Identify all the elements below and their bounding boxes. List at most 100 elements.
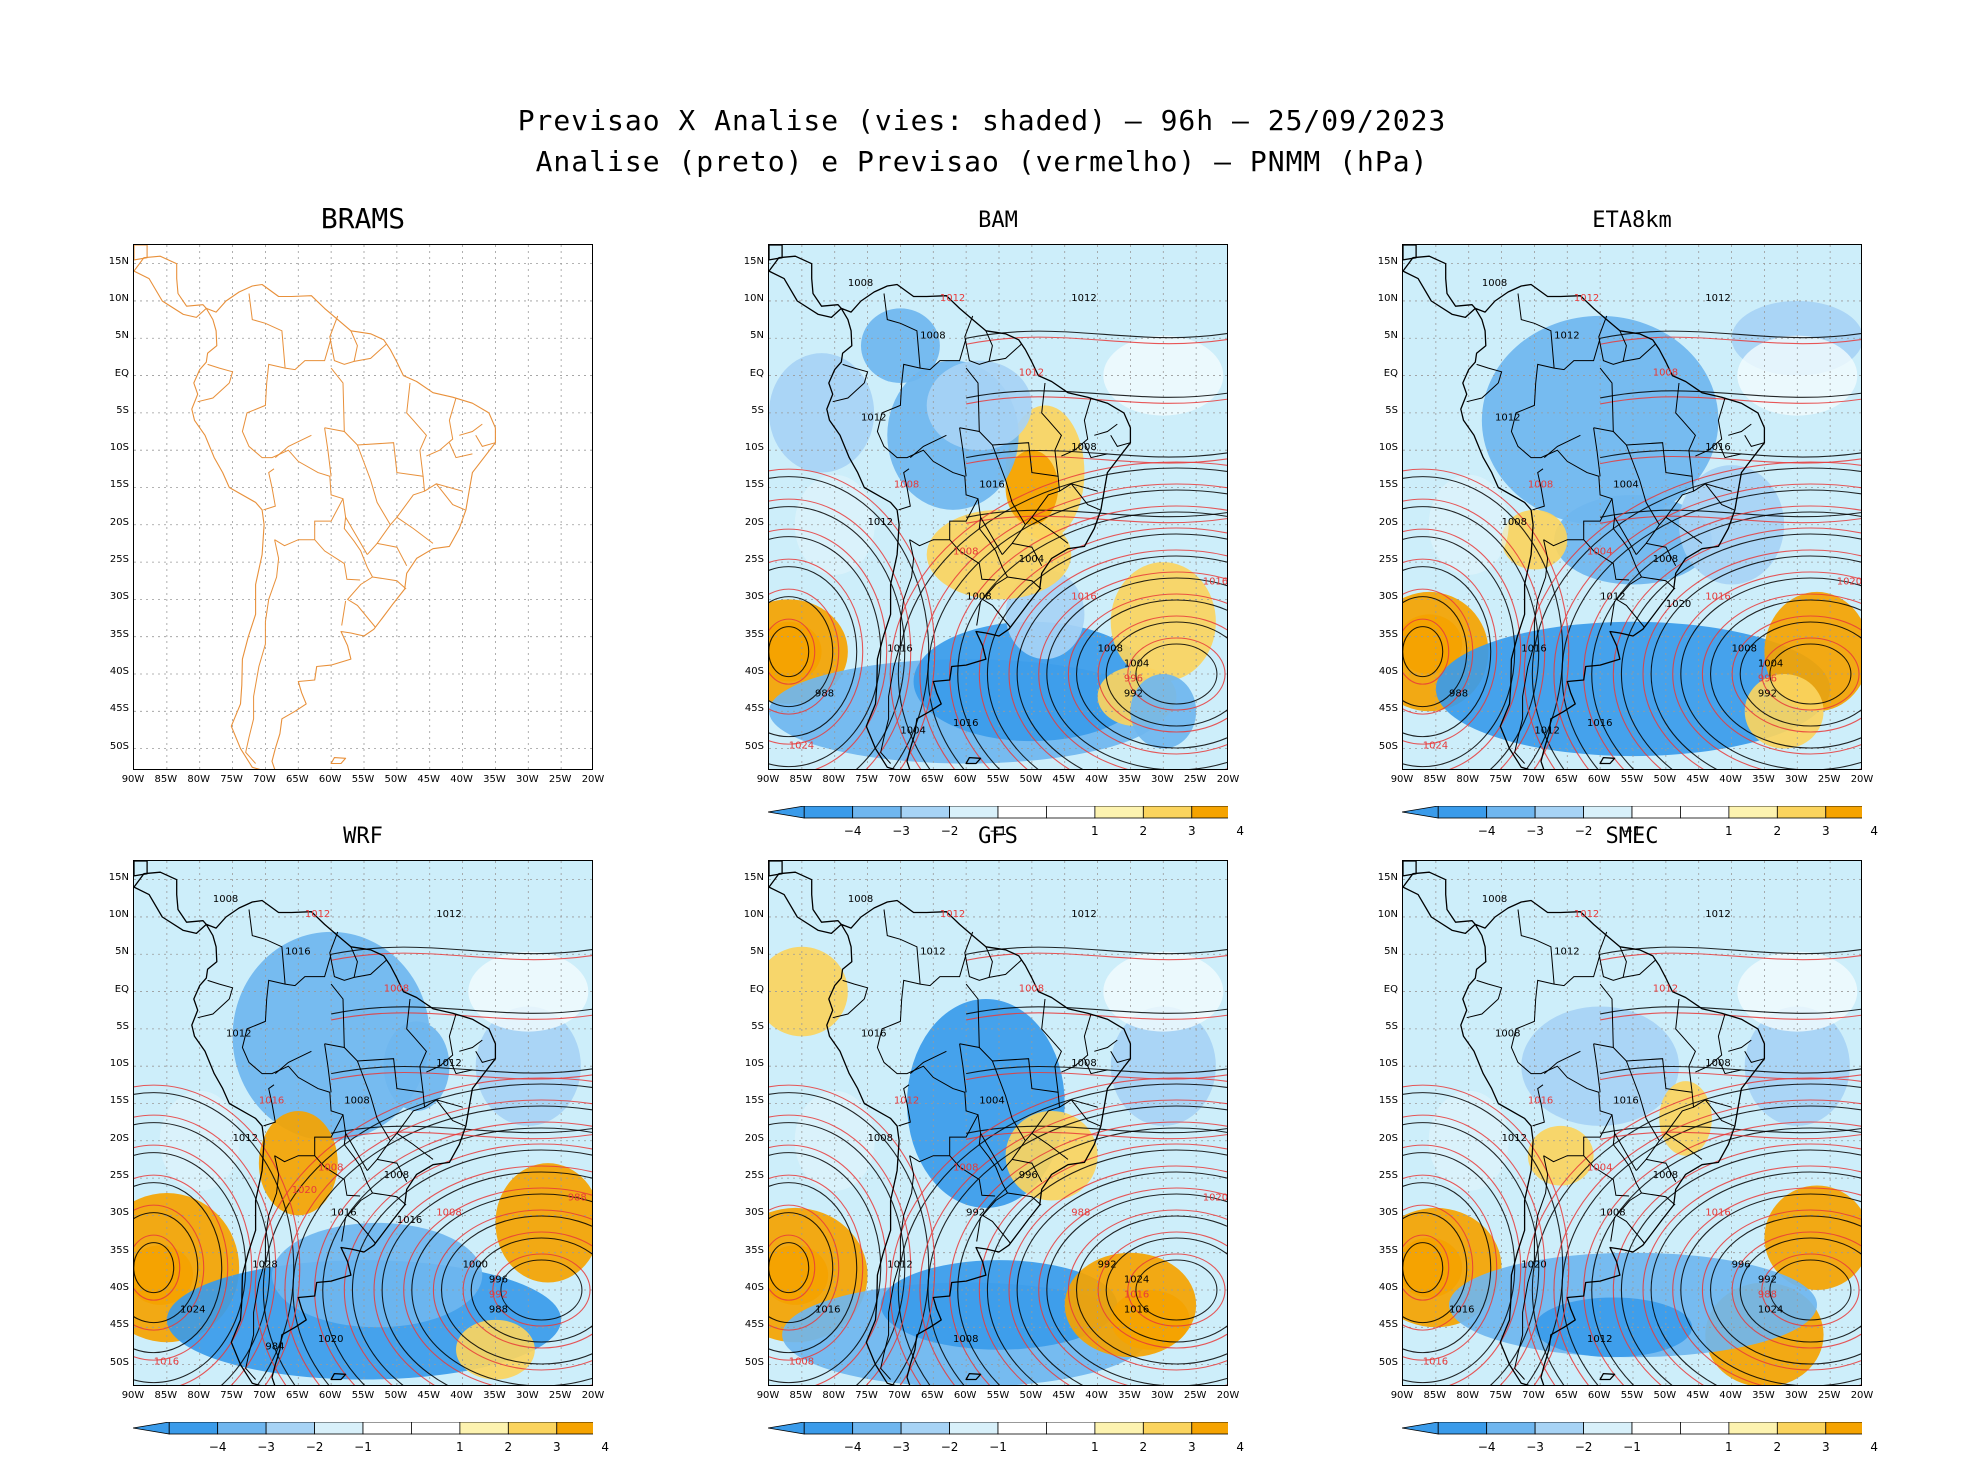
colorbar-segment (900, 1421, 950, 1435)
colorbar-segment (1094, 805, 1144, 819)
isobar-label: 1016 (1705, 1207, 1730, 1218)
lon-tick-label: 45W (1052, 774, 1076, 785)
isobar-label: 996 (1019, 1170, 1038, 1181)
colorbar-segment (1776, 1421, 1827, 1435)
isobar-label: 1016 (1587, 718, 1612, 729)
lat-tick-label: 35S (744, 628, 764, 640)
lon-tick-label: 20W (1216, 1390, 1240, 1401)
lat-tick-label: 50S (109, 740, 129, 752)
colorbar-tick-label: 3 (1187, 824, 1196, 838)
colorbar-tick-label: −2 (305, 1440, 324, 1454)
lat-tick-label: 15N (743, 871, 764, 883)
lat-tick-label: 10N (1377, 292, 1398, 304)
isobar-label: 1020 (1666, 599, 1691, 610)
isobar-label: 1008 (318, 1163, 343, 1174)
colorbar-tick-label: −3 (892, 824, 910, 838)
lat-tick-label: 25S (109, 554, 129, 566)
isobar-label: 1012 (940, 293, 965, 304)
lat-tick-label: 25S (744, 554, 764, 566)
lon-tick-label: 55W (986, 1390, 1010, 1401)
colorbar-segment (997, 805, 1047, 819)
isobar-label: 1012 (861, 412, 886, 423)
lon-tick-label: 85W (1423, 774, 1447, 785)
lon-tick-label: 75W (855, 774, 878, 785)
lon-tick-label: 85W (1423, 1390, 1447, 1401)
isobar-label: 1016 (397, 1215, 422, 1226)
panel-title-brams: BRAMS (320, 202, 406, 235)
isobar-label: 992 (1124, 688, 1143, 699)
colorbar-segment (1631, 1421, 1681, 1435)
lon-tick-label: 20W (1850, 774, 1874, 785)
isobar-label: 1012 (1554, 330, 1579, 341)
colorbar-segment (1191, 1421, 1241, 1435)
bias-shade-region (769, 946, 848, 1037)
lat-tick-label: 35S (1378, 1244, 1398, 1256)
country-borders (1466, 909, 1765, 1380)
isobar-label: 1016 (861, 1028, 886, 1039)
isobar-label: 988 (815, 688, 834, 699)
lon-tick-label: 25W (1183, 1390, 1207, 1401)
isobar-label: 988 (489, 1304, 508, 1315)
lon-tick-label: 30W (515, 1390, 539, 1401)
lat-tick-label: 30S (1378, 591, 1398, 603)
colorbar-tick-label: −1 (354, 1440, 372, 1454)
lat-tick-label: 5S (751, 404, 764, 416)
lat-tick-label: 15S (1378, 479, 1398, 491)
isobar-label: 1008 (1653, 554, 1678, 565)
isobar-label: 1016 (1613, 1095, 1638, 1106)
lon-tick-label: 60W (318, 1390, 342, 1401)
lat-tick-label: 35S (1378, 628, 1398, 640)
lat-tick-label: 30S (744, 591, 764, 603)
isobar-label: 1008 (953, 547, 978, 558)
colorbar-tick-label: −4 (1477, 824, 1496, 838)
lon-tick-label: 90W (756, 774, 780, 785)
bias-shade-region (1744, 674, 1824, 749)
lon-tick-label: 25W (1817, 774, 1841, 785)
isobar-label: 996 (1732, 1260, 1751, 1271)
colorbar-tick-label: −2 (940, 824, 959, 838)
lon-tick-label: 50W (1019, 774, 1043, 785)
isobar-label: 988 (1449, 688, 1468, 699)
isobar-label: 1008 (1482, 278, 1507, 289)
lat-tick-label: 45S (1378, 703, 1398, 715)
colorbar-segment (900, 805, 950, 819)
bias-shade-region (272, 1222, 483, 1328)
isobar-label: 1008 (1600, 1207, 1625, 1218)
panel-title-wrf: WRF (343, 824, 383, 849)
lat-tick-label: 5N (115, 330, 129, 342)
isobar-label: 1012 (1574, 909, 1599, 920)
lat-tick-label: 15N (108, 255, 129, 267)
lon-tick-label: 60W (953, 774, 977, 785)
lat-tick-label: 5N (750, 330, 764, 342)
lon-tick-label: 65W (920, 774, 944, 785)
lat-tick-label: 35S (109, 628, 129, 640)
isobar-label: 1016 (979, 479, 1004, 490)
map-gridlines (134, 245, 592, 769)
lat-tick-label: 45S (744, 1319, 764, 1331)
isobar-label: 1016 (331, 1207, 356, 1218)
map-panel-eta8km: ETA8km 1008 1012 1012 1012 1008 1012 1016 1008 10… (1378, 208, 1890, 838)
isobar-label: 1004 (1124, 659, 1149, 670)
isobar-label: 1004 (1019, 554, 1044, 565)
isobar-label: 1024 (1124, 1275, 1149, 1286)
lat-tick-label: 45S (109, 1319, 129, 1331)
lon-tick-label: 50W (1019, 1390, 1043, 1401)
colorbar-segment (217, 1421, 267, 1435)
lat-tick-label: 5N (1384, 946, 1398, 958)
coastline (134, 861, 497, 1385)
lon-tick-label: 85W (789, 774, 813, 785)
lon-tick-label: 55W (351, 774, 375, 785)
colorbar-tick-label: −2 (1574, 1440, 1593, 1454)
map-frame: 1008 1012 1012 1008 1012 1012 1008 1008 1016 1012… (768, 244, 1228, 770)
isobar-label: 988 (1071, 1207, 1090, 1218)
isobar-label: 1016 (1705, 442, 1730, 453)
map-canvas (134, 245, 592, 769)
lat-tick-label: 15N (1377, 255, 1398, 267)
lon-tick-label: 20W (1216, 774, 1240, 785)
colorbar-tick-label: −4 (208, 1440, 227, 1454)
lon-tick-label: 70W (253, 1390, 276, 1401)
lon-tick-label: 90W (121, 774, 145, 785)
colorbar-segment (1046, 1421, 1096, 1435)
isobar-label: 1008 (848, 894, 873, 905)
map-canvas: 1008 1012 1012 1008 1012 1012 1008 1008 1016 1012… (769, 245, 1227, 769)
